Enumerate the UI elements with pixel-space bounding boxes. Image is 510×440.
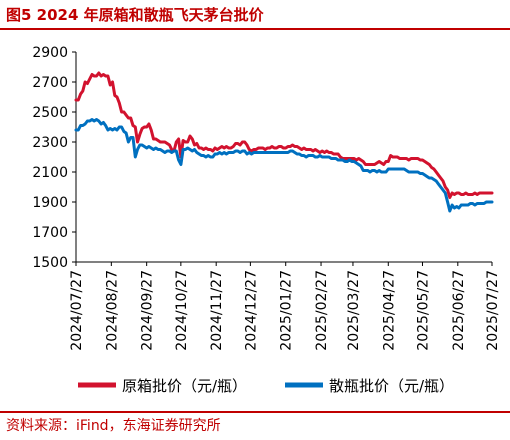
x-tick-label: 2024/12/27 — [243, 270, 259, 351]
series-line-2 — [74, 118, 494, 213]
y-axis-ticks: 1500 1700 1900 2100 2300 2500 2700 2900 — [32, 45, 76, 271]
y-tick-label: 2500 — [32, 105, 68, 121]
x-tick-label: 2024/10/27 — [174, 270, 190, 351]
x-tick-label: 2025/03/27 — [346, 270, 362, 351]
source-note: 资料来源：iFind，东海证券研究所 — [6, 418, 221, 434]
series-line-1 — [74, 71, 494, 199]
y-tick-label: 1700 — [32, 225, 68, 241]
x-tick-label: 2025/05/27 — [415, 270, 431, 351]
line-chart: 1500 1700 1900 2100 2300 2500 2700 2900 2024/07… — [32, 45, 501, 395]
figure-title: 图5 2024 年原箱和散瓶飞天茅台批价 — [6, 6, 264, 24]
x-tick-label: 2025/06/27 — [451, 270, 467, 351]
series-layer — [74, 71, 494, 213]
title-rule — [0, 28, 510, 30]
x-tick-label: 2025/07/27 — [485, 270, 501, 351]
x-tick-label: 2025/02/27 — [314, 270, 330, 351]
y-tick-label: 1500 — [32, 255, 68, 271]
y-tick-label: 2300 — [32, 135, 68, 151]
x-tick-label: 2025/04/27 — [381, 270, 397, 351]
x-axis-ticks: 2024/07/27 2024/08/27 2024/09/27 2024/10/27… — [69, 262, 501, 351]
x-tick-label: 2024/08/27 — [104, 270, 120, 351]
legend-label-1: 原箱批价（元/瓶） — [122, 377, 247, 395]
x-tick-label: 2024/11/27 — [209, 270, 225, 351]
y-tick-label: 2900 — [32, 45, 68, 61]
x-tick-label: 2025/01/27 — [279, 270, 295, 351]
y-tick-label: 2700 — [32, 75, 68, 91]
x-tick-label: 2024/07/27 — [69, 270, 85, 351]
y-tick-label: 1900 — [32, 195, 68, 211]
y-tick-label: 2100 — [32, 165, 68, 181]
x-tick-label: 2024/09/27 — [140, 270, 156, 351]
legend: 原箱批价（元/瓶） 散瓶批价（元/瓶） — [78, 377, 454, 395]
source-rule — [0, 411, 510, 413]
legend-label-2: 散瓶批价（元/瓶） — [329, 377, 454, 395]
